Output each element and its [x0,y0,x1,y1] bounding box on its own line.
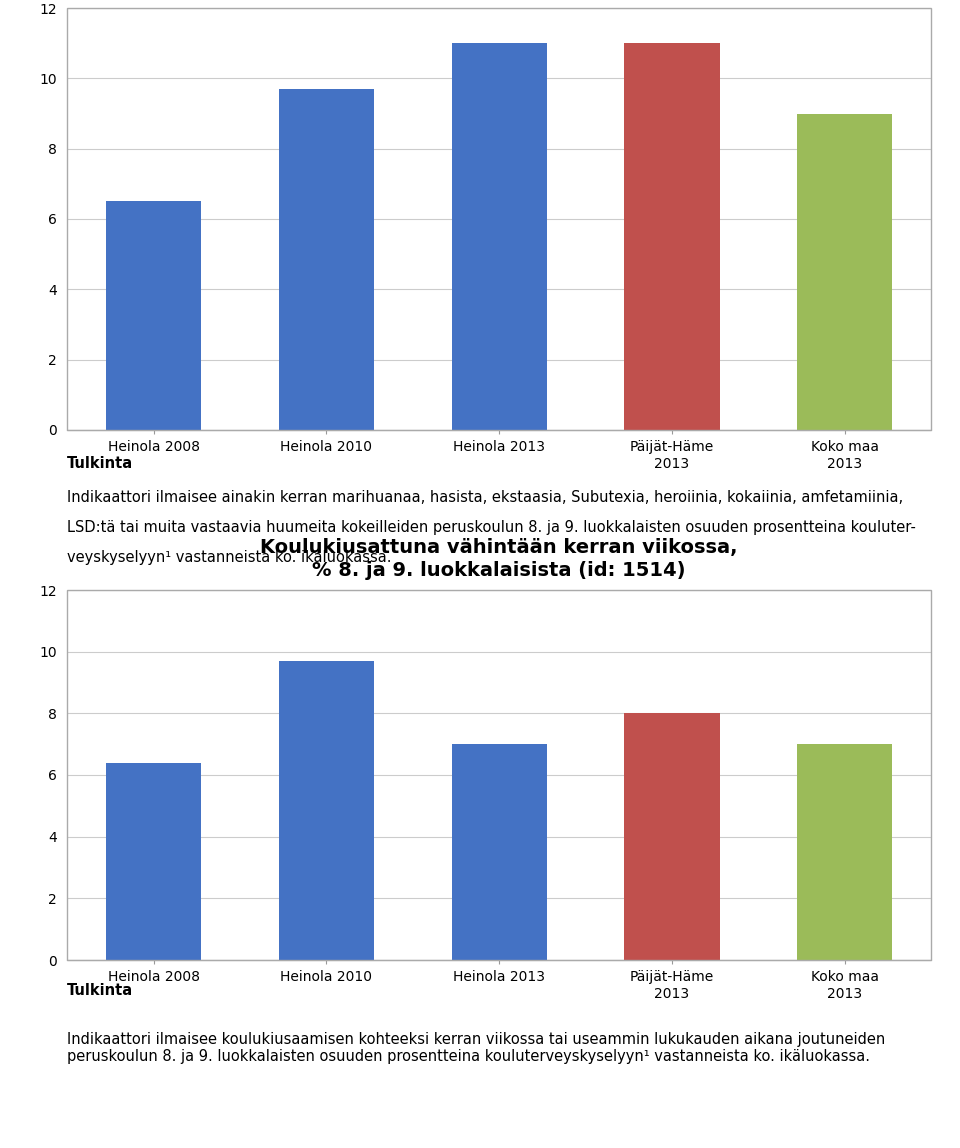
Text: Indikaattori ilmaisee koulukiusaamisen kohteeksi kerran viikossa tai useammin lu: Indikaattori ilmaisee koulukiusaamisen k… [67,1032,885,1064]
Title: Koulukiusattuna vähintään kerran viikossa,
% 8. ja 9. luokkalaisista (id: 1514): Koulukiusattuna vähintään kerran viikoss… [260,537,738,580]
Bar [797,114,893,430]
Text: LSD:tä tai muita vastaavia huumeita kokeilleiden peruskoulun 8. ja 9. luokkalais: LSD:tä tai muita vastaavia huumeita koke… [67,520,916,535]
Bar [451,744,547,960]
Bar [278,88,373,430]
Text: Indikaattori ilmaisee ainakin kerran marihuanaa, hasista, ekstaasia, Subutexia, : Indikaattori ilmaisee ainakin kerran mar… [67,490,903,505]
Bar [278,661,373,960]
Bar [797,744,893,960]
Bar [451,44,547,431]
Text: veyskyselyyn¹ vastanneista ko. ikäluokassa.: veyskyselyyn¹ vastanneista ko. ikäluokas… [67,550,392,565]
Text: Tulkinta: Tulkinta [67,456,133,471]
Text: Tulkinta: Tulkinta [67,983,133,999]
Bar [624,44,720,431]
Bar [106,762,202,960]
Bar [106,201,202,430]
Bar [624,713,720,960]
